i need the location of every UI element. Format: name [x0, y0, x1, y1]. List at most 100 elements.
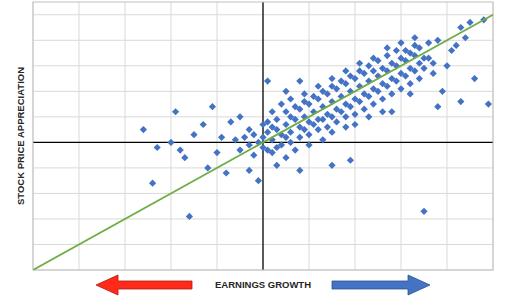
reference-line [33, 15, 493, 270]
point [443, 62, 450, 69]
point [259, 134, 266, 141]
point [296, 78, 303, 85]
point [333, 85, 340, 92]
point [434, 37, 441, 44]
point [342, 113, 349, 120]
point [397, 85, 404, 92]
point [324, 90, 331, 97]
point [204, 164, 211, 171]
point [342, 67, 349, 74]
point [328, 129, 335, 136]
point [388, 108, 395, 115]
point [287, 139, 294, 146]
point [361, 70, 368, 77]
point [384, 44, 391, 51]
point [223, 169, 230, 176]
point [333, 118, 340, 125]
point [457, 24, 464, 31]
point [269, 123, 276, 130]
point [319, 136, 326, 143]
point [246, 167, 253, 174]
point [393, 47, 400, 54]
x-grid-line [217, 2, 218, 270]
x-grid-line [79, 2, 80, 270]
point [397, 39, 404, 46]
point [200, 121, 207, 128]
left-arrow [96, 275, 192, 295]
point [439, 88, 446, 95]
point [356, 98, 363, 105]
point [430, 70, 437, 77]
grid [33, 2, 493, 270]
point [407, 80, 414, 87]
point [282, 88, 289, 95]
point [186, 213, 193, 220]
point [278, 100, 285, 107]
point [356, 60, 363, 67]
point [384, 52, 391, 59]
point [172, 108, 179, 115]
point [462, 34, 469, 41]
point [282, 108, 289, 115]
x-grid-line [447, 2, 448, 270]
point [315, 126, 322, 133]
point [273, 116, 280, 123]
point [236, 113, 243, 120]
point [255, 177, 262, 184]
point [384, 83, 391, 90]
point [416, 44, 423, 51]
point [296, 106, 303, 113]
right-arrow [332, 275, 430, 295]
point [305, 141, 312, 148]
point [305, 100, 312, 107]
point [209, 103, 216, 110]
y-axis-label: STOCK PRICE APPRECIATION [15, 67, 26, 205]
point [177, 146, 184, 153]
point [315, 95, 322, 102]
point [296, 134, 303, 141]
point [453, 42, 460, 49]
point [241, 134, 248, 141]
point [328, 162, 335, 169]
point [181, 154, 188, 161]
point [264, 129, 271, 136]
point [328, 75, 335, 82]
point [365, 93, 372, 100]
point [287, 95, 294, 102]
point [250, 152, 257, 159]
point [420, 65, 427, 72]
point [430, 60, 437, 67]
point [370, 100, 377, 107]
point [292, 146, 299, 153]
point [287, 113, 294, 120]
point [379, 95, 386, 102]
points [140, 16, 492, 220]
point [301, 126, 308, 133]
point [370, 55, 377, 62]
point [448, 47, 455, 54]
point [246, 126, 253, 133]
point [351, 75, 358, 82]
point [140, 126, 147, 133]
plot-frame [33, 2, 493, 270]
point [269, 108, 276, 115]
point [425, 55, 432, 62]
point [351, 121, 358, 128]
point [273, 162, 280, 169]
point [434, 103, 441, 110]
point [305, 131, 312, 138]
point [397, 55, 404, 62]
point [315, 83, 322, 90]
point [374, 88, 381, 95]
point [287, 129, 294, 136]
point [190, 131, 197, 138]
x-grid-line [125, 2, 126, 270]
point [273, 144, 280, 151]
point [218, 134, 225, 141]
point [324, 123, 331, 130]
point [282, 134, 289, 141]
point [328, 113, 335, 120]
point [149, 180, 156, 187]
point [310, 121, 317, 128]
point [471, 75, 478, 82]
